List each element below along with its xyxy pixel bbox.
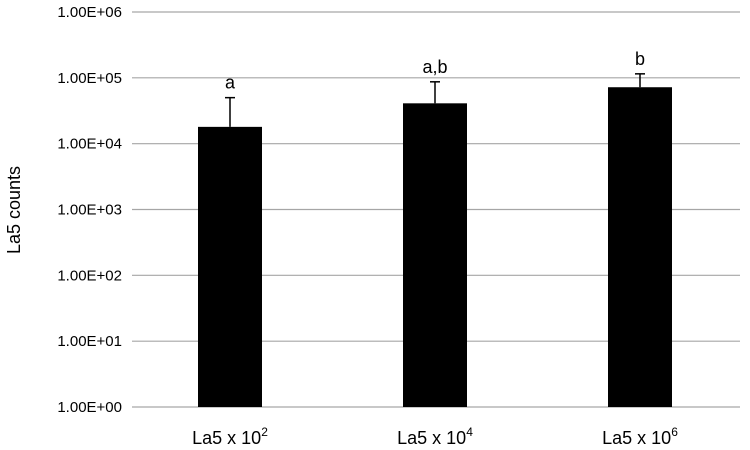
bar bbox=[608, 87, 672, 407]
y-tick-label: 1.00E+03 bbox=[57, 202, 122, 219]
y-tick-label: 1.00E+00 bbox=[57, 399, 122, 416]
y-axis-tick-labels: 1.00E+00 1.00E+01 1.00E+02 1.00E+03 1.00E+04… bbox=[57, 4, 122, 416]
x-tick-label-exponent: 2 bbox=[261, 425, 268, 439]
error-bar bbox=[635, 73, 645, 88]
bar bbox=[403, 103, 467, 407]
significance-label: a,b bbox=[422, 57, 447, 77]
y-tick-label: 1.00E+05 bbox=[57, 70, 122, 87]
y-tick-label: 1.00E+04 bbox=[57, 136, 122, 153]
y-tick-label: 1.00E+02 bbox=[57, 267, 122, 284]
y-axis-title: La5 counts bbox=[4, 166, 24, 254]
y-tick-label: 1.00E+06 bbox=[57, 4, 122, 21]
significance-labels: a a,b b bbox=[225, 49, 645, 93]
x-tick-label: La5 x 102 bbox=[192, 425, 268, 448]
error-bars bbox=[225, 73, 645, 127]
bar bbox=[198, 126, 262, 407]
x-tick-label-base: La5 x 10 bbox=[397, 428, 466, 448]
error-bar bbox=[430, 81, 440, 104]
x-tick-label-base: La5 x 10 bbox=[192, 428, 261, 448]
significance-label: b bbox=[635, 49, 645, 69]
error-bar bbox=[225, 96, 235, 127]
x-tick-label: La5 x 104 bbox=[397, 425, 473, 448]
x-tick-label-exponent: 6 bbox=[671, 425, 678, 439]
x-axis-category-labels: La5 x 102 La5 x 104 La5 x 106 bbox=[192, 425, 678, 448]
x-tick-label-base: La5 x 10 bbox=[602, 428, 671, 448]
y-tick-label: 1.00E+01 bbox=[57, 333, 122, 350]
bars bbox=[198, 87, 672, 407]
x-tick-label: La5 x 106 bbox=[602, 425, 678, 448]
x-tick-label-exponent: 4 bbox=[466, 425, 473, 439]
significance-label: a bbox=[225, 73, 236, 93]
